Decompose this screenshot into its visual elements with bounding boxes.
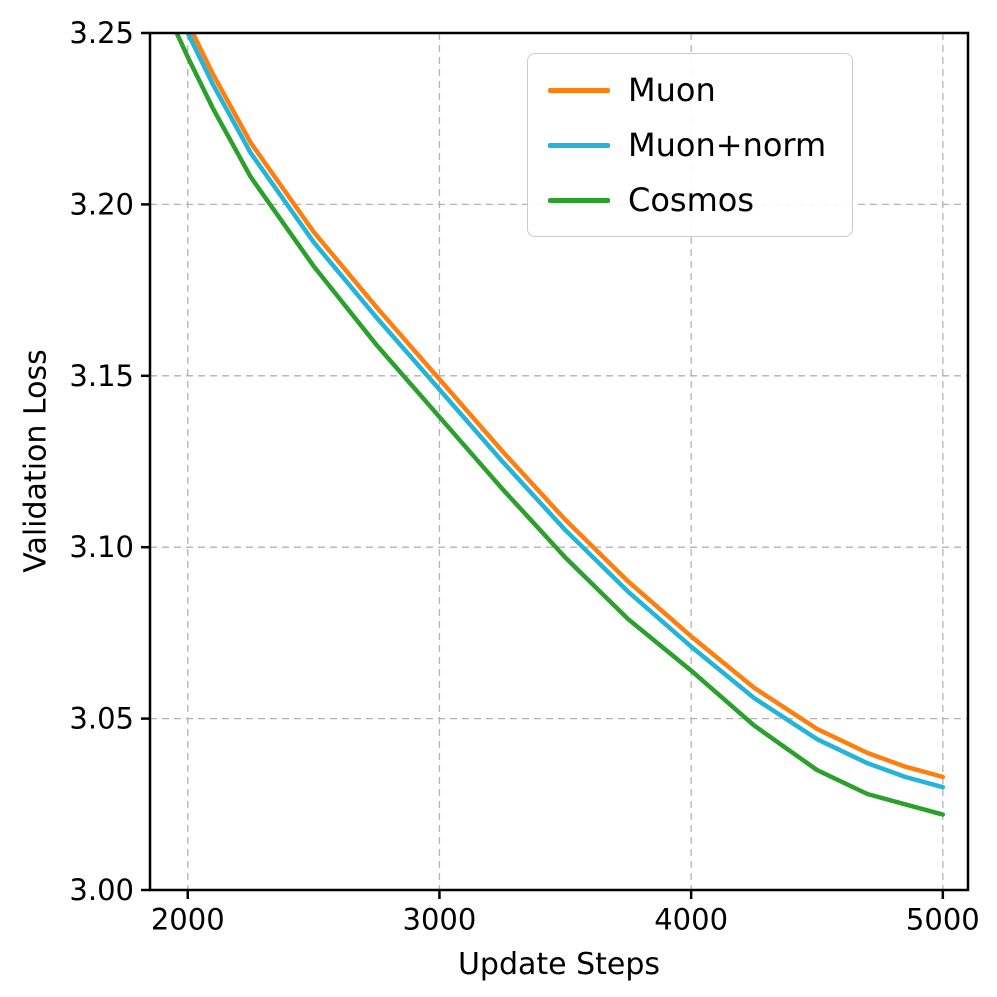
legend-line-muon [548, 87, 610, 93]
x-tick-label: 2000 [151, 903, 225, 937]
y-tick-label: 3.25 [69, 16, 134, 50]
x-tick-label: 3000 [403, 903, 477, 937]
y-tick-label: 3.10 [69, 530, 134, 564]
legend-entry-muon-norm: Muon+norm [548, 125, 826, 165]
axes-frame [148, 31, 970, 892]
legend-label-muon: Muon [628, 71, 716, 109]
legend-label-cosmos: Cosmos [628, 181, 755, 219]
series-line-muon-norm [185, 33, 946, 790]
y-tick-label: 3.20 [69, 187, 134, 221]
y-tick-label: 3.00 [69, 873, 134, 907]
x-axis-title: Update Steps [457, 947, 661, 982]
legend: Muon Muon+norm Cosmos [527, 53, 854, 237]
series-line-cosmos [174, 33, 946, 817]
series-line-muon [190, 33, 946, 780]
legend-line-muon-norm [548, 142, 610, 148]
x-tick-label: 5000 [906, 903, 980, 937]
x-tick-label: 4000 [654, 903, 728, 937]
y-tick-label: 3.05 [69, 702, 134, 736]
legend-line-cosmos [548, 197, 610, 203]
y-tick-label: 3.15 [69, 359, 134, 393]
y-axis-title: Validation Loss [18, 349, 54, 573]
legend-entry-cosmos: Cosmos [548, 180, 826, 220]
legend-entry-muon: Muon [548, 70, 826, 110]
legend-label-muon-norm: Muon+norm [628, 126, 827, 164]
